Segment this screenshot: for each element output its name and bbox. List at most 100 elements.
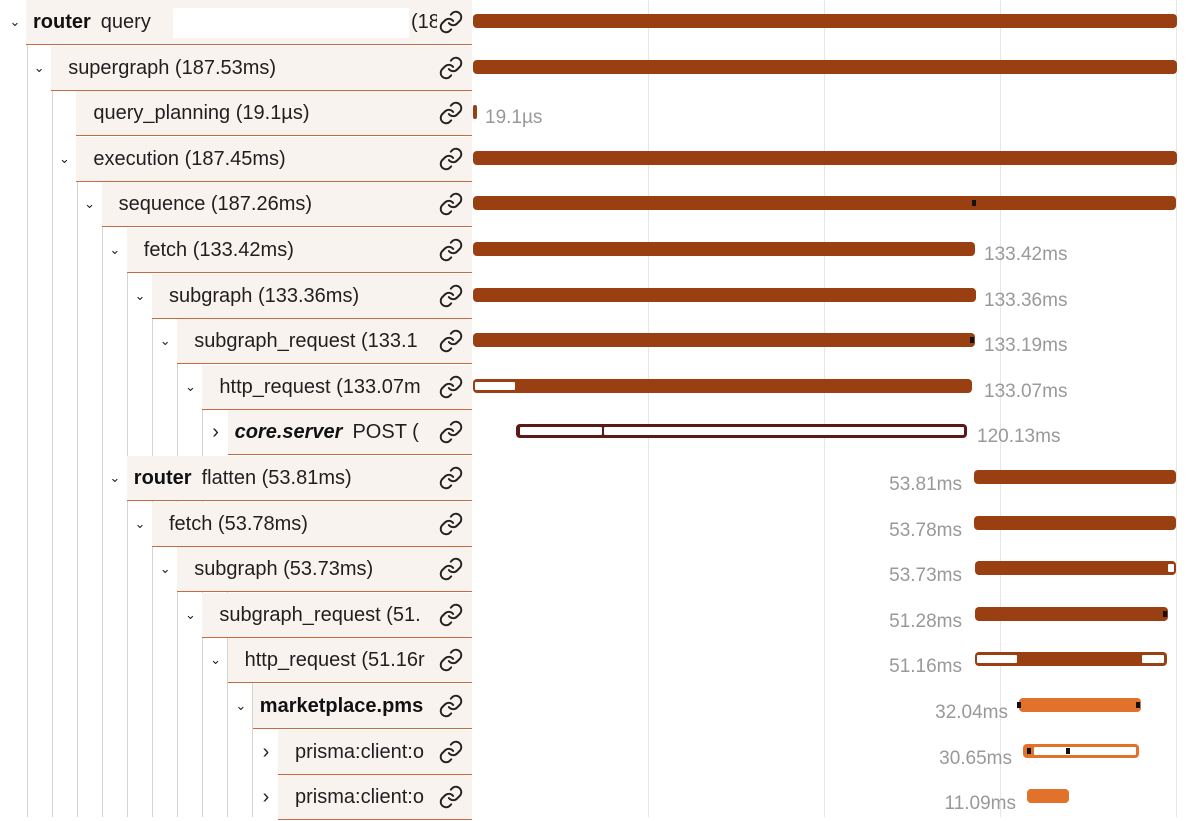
span-label: http_request (51.16r bbox=[235, 638, 438, 682]
span-bar[interactable] bbox=[1017, 698, 1141, 712]
span-label-cell bbox=[177, 319, 472, 365]
span-row[interactable]: ⌄ subgraph_request (133.1 133.19ms bbox=[0, 319, 1188, 365]
span-bar[interactable] bbox=[473, 378, 972, 393]
link-icon[interactable] bbox=[438, 739, 464, 765]
chevron-down-icon[interactable]: ⌄ bbox=[235, 698, 247, 713]
span-bar[interactable] bbox=[473, 287, 976, 302]
tree-guide-line bbox=[102, 225, 103, 817]
chevron-down-icon[interactable]: ⌄ bbox=[159, 561, 171, 577]
span-bar[interactable] bbox=[974, 470, 1176, 484]
link-icon[interactable] bbox=[438, 602, 464, 628]
chevron-right-icon[interactable]: › bbox=[212, 421, 219, 444]
span-row[interactable]: ⌄ supergraph (187.53ms) bbox=[0, 45, 1188, 92]
tree-guide-line bbox=[152, 315, 153, 817]
link-icon[interactable] bbox=[438, 55, 464, 81]
link-icon[interactable] bbox=[438, 374, 464, 400]
link-icon[interactable] bbox=[438, 784, 464, 810]
chevron-down-icon[interactable]: ⌄ bbox=[84, 196, 96, 212]
span-label-cell bbox=[76, 136, 472, 182]
span-label-cell bbox=[227, 410, 472, 456]
span-event-marker bbox=[1027, 747, 1031, 754]
span-row[interactable]: ⌄ execution (187.45ms) bbox=[0, 136, 1188, 183]
chevron-right-icon[interactable]: › bbox=[262, 786, 270, 809]
span-bar[interactable] bbox=[974, 515, 1176, 530]
span-label-cell bbox=[252, 684, 472, 729]
span-row[interactable]: ⌄ http_request (133.07m 133.07ms bbox=[0, 364, 1188, 411]
span-bar[interactable] bbox=[473, 196, 1176, 211]
span-bar[interactable] bbox=[516, 424, 967, 439]
span-row[interactable]: ⌄ router flatten (53.81ms) 53.81ms bbox=[0, 456, 1188, 502]
span-label: router query bbox=[33, 0, 437, 44]
span-bar[interactable] bbox=[473, 14, 1177, 28]
link-icon[interactable] bbox=[438, 647, 464, 673]
chevron-down-icon[interactable]: ⌄ bbox=[184, 606, 196, 622]
chevron-down-icon[interactable]: ⌄ bbox=[33, 59, 45, 75]
span-row[interactable]: ⌄ subgraph (133.36ms) 133.36ms bbox=[0, 273, 1188, 320]
link-icon[interactable] bbox=[438, 693, 464, 719]
span-bar[interactable] bbox=[975, 561, 1176, 576]
link-icon[interactable] bbox=[438, 465, 464, 491]
span-row[interactable]: ⌄ sequence (187.26ms) bbox=[0, 182, 1188, 228]
span-bar[interactable] bbox=[1027, 789, 1069, 804]
span-row[interactable]: ⌄ subgraph (53.73ms) 53.73ms bbox=[0, 547, 1188, 593]
span-name: flatten (53.81ms) bbox=[201, 467, 352, 489]
chevron-down-icon[interactable]: ⌄ bbox=[210, 652, 222, 668]
service-name: marketplace.pms bbox=[259, 695, 424, 717]
span-label: execution (187.45ms) bbox=[83, 137, 438, 181]
chevron-down-icon[interactable]: ⌄ bbox=[58, 150, 70, 166]
link-icon[interactable] bbox=[438, 191, 464, 217]
chevron-down-icon[interactable]: ⌄ bbox=[184, 378, 196, 394]
span-row[interactable]: ⌄ fetch (53.78ms) 53.78ms bbox=[0, 501, 1188, 548]
span-row[interactable]: ⌄ marketplace.pms 32.04ms bbox=[0, 684, 1188, 730]
span-row[interactable]: ⌄ subgraph_request (51. 51.28ms bbox=[0, 592, 1188, 639]
span-bar[interactable] bbox=[975, 606, 1168, 621]
span-bar[interactable] bbox=[473, 333, 975, 348]
timeline-gridline bbox=[1176, 0, 1177, 817]
link-icon[interactable] bbox=[438, 556, 464, 582]
span-search-input[interactable] bbox=[173, 8, 409, 38]
span-label-cell bbox=[177, 547, 472, 593]
link-icon[interactable] bbox=[438, 511, 464, 537]
chevron-down-icon[interactable]: ⌄ bbox=[9, 14, 21, 29]
chevron-down-icon[interactable]: ⌄ bbox=[109, 470, 121, 485]
link-icon[interactable] bbox=[438, 419, 464, 445]
span-event-marker bbox=[1066, 747, 1070, 754]
span-name: http_request (133.07m bbox=[219, 375, 421, 398]
link-icon[interactable] bbox=[438, 237, 464, 263]
span-bar[interactable] bbox=[473, 150, 1177, 165]
tree-guide-line bbox=[27, 0, 28, 817]
span-label: subgraph_request (133.1 bbox=[184, 319, 438, 363]
link-icon[interactable] bbox=[438, 146, 464, 172]
span-row[interactable]: query_planning (19.1µs) 19.1µs bbox=[0, 91, 1188, 137]
span-row[interactable]: › core.server POST (120.13ms bbox=[0, 410, 1188, 456]
span-bar[interactable] bbox=[975, 652, 1167, 667]
link-icon[interactable] bbox=[438, 100, 464, 126]
span-name: subgraph (53.73ms) bbox=[194, 558, 374, 581]
span-bar[interactable] bbox=[473, 105, 477, 120]
span-bar[interactable] bbox=[473, 59, 1177, 74]
chevron-down-icon[interactable]: ⌄ bbox=[159, 333, 171, 349]
span-row[interactable]: ⌄ http_request (51.16r 51.16ms bbox=[0, 638, 1188, 684]
link-icon[interactable] bbox=[438, 328, 464, 354]
span-label: http_request (133.07m bbox=[209, 365, 438, 409]
span-bar-duration: 133.42ms bbox=[984, 244, 1068, 265]
span-label: prisma:client:o bbox=[285, 775, 438, 819]
timeline-gridline bbox=[1000, 0, 1001, 817]
chevron-down-icon[interactable]: ⌄ bbox=[134, 515, 146, 531]
span-row[interactable]: › prisma:client:o 11.09ms bbox=[0, 775, 1188, 821]
span-label: fetch (53.78ms) bbox=[159, 502, 438, 546]
link-icon[interactable] bbox=[438, 283, 464, 309]
chevron-down-icon[interactable]: ⌄ bbox=[134, 287, 146, 303]
span-bar[interactable] bbox=[473, 242, 975, 256]
span-row[interactable]: › prisma:client:o 30.65ms bbox=[0, 729, 1188, 776]
link-icon[interactable] bbox=[438, 9, 464, 35]
service-name: router bbox=[33, 11, 91, 33]
span-label: router flatten (53.81ms) bbox=[134, 456, 438, 500]
span-label-cell bbox=[101, 182, 472, 228]
span-row-root[interactable]: ⌄ router query (18 bbox=[0, 0, 1188, 46]
chevron-right-icon[interactable]: › bbox=[262, 740, 270, 763]
span-row[interactable]: ⌄ fetch (133.42ms) 133.42ms bbox=[0, 228, 1188, 274]
span-bar[interactable] bbox=[1023, 743, 1139, 758]
span-event-marker bbox=[970, 337, 974, 344]
chevron-down-icon[interactable]: ⌄ bbox=[109, 242, 121, 257]
